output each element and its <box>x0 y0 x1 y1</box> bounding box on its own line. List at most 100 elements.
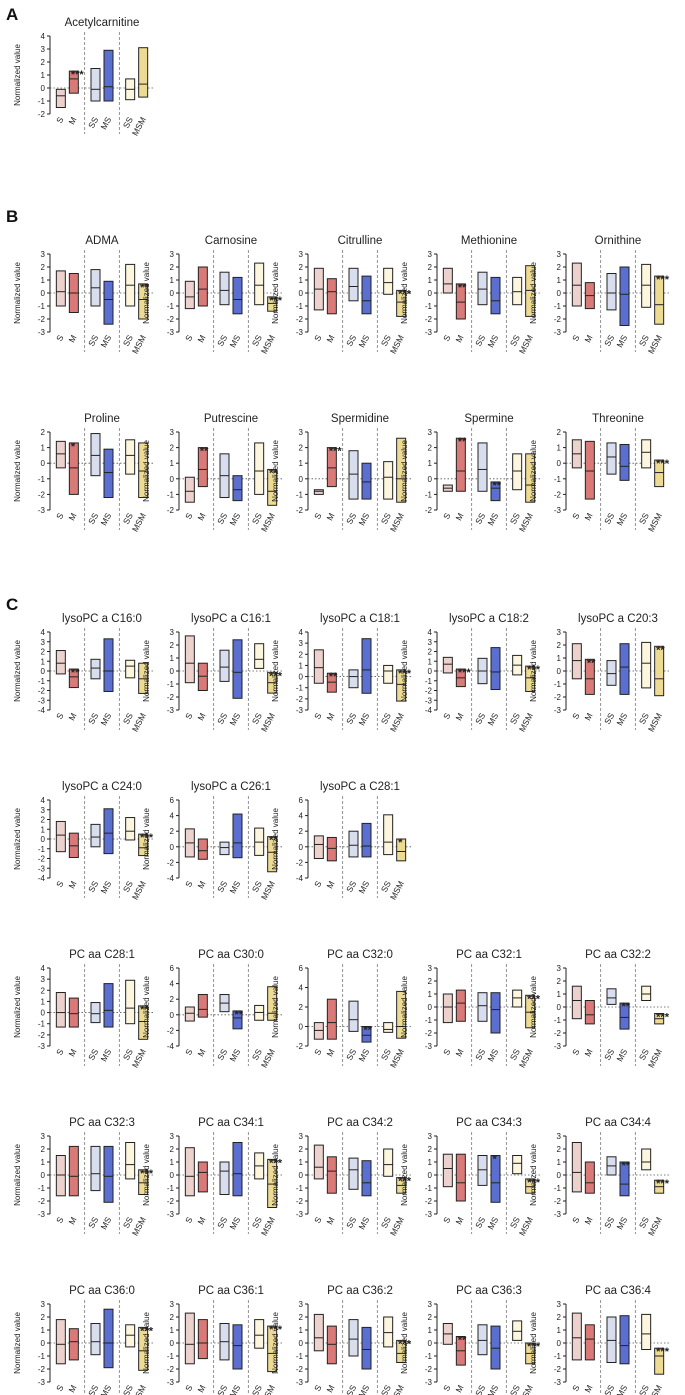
y-tick-label: -2 <box>167 315 175 324</box>
y-tick-label: -3 <box>554 1378 562 1387</box>
y-tick-label: -3 <box>38 328 46 337</box>
box-ms <box>232 639 243 699</box>
x-tick-label: M <box>66 115 78 126</box>
y-tick-label: 1 <box>170 276 175 285</box>
y-tick-label: -2 <box>38 490 46 499</box>
x-tick-label: SS <box>86 711 100 726</box>
y-axis-label: Normalized value <box>142 808 151 870</box>
y-axis-label: Normalized value <box>529 1144 538 1206</box>
box-ss <box>219 649 230 682</box>
y-tick-label: -2 <box>296 858 304 867</box>
chart-title: PC aa C34:4 <box>585 1117 651 1129</box>
x-tick-label: S <box>183 1383 195 1393</box>
y-tick-label: 3 <box>428 428 433 437</box>
y-tick-label: 4 <box>428 628 433 637</box>
y-tick-label: 4 <box>299 628 304 637</box>
x-tick-label: M <box>582 1215 594 1226</box>
box-ss <box>606 442 617 475</box>
box-m <box>68 1145 79 1197</box>
chart-title: PC aa C36:1 <box>198 1285 264 1297</box>
box-ms <box>361 1160 372 1197</box>
box-ss <box>512 453 523 491</box>
y-tick-label: 2 <box>299 444 304 453</box>
box-ss <box>641 641 652 689</box>
x-tick-label: SS <box>602 511 616 526</box>
x-tick-label: S <box>441 511 453 521</box>
y-tick-label: -2 <box>167 1026 175 1035</box>
box-ms <box>619 443 630 481</box>
y-axis-label: Normalized value <box>400 1144 409 1206</box>
y-axis-label: Normalized value <box>271 976 280 1038</box>
box-m <box>326 836 337 862</box>
box-ss <box>125 1324 136 1348</box>
y-tick-label: 2 <box>428 977 433 986</box>
box-m <box>326 998 337 1040</box>
y-tick-label: 4 <box>41 964 46 973</box>
y-tick-label: 0 <box>299 1171 304 1180</box>
y-tick-label: 4 <box>41 628 46 637</box>
box-ss <box>90 823 101 848</box>
y-tick-label: -1 <box>425 1352 433 1361</box>
y-tick-label: -2 <box>38 110 46 119</box>
box-msm <box>396 1339 407 1364</box>
box-m <box>197 1161 208 1193</box>
box-ss <box>254 643 265 669</box>
box-ss <box>125 659 136 679</box>
significance-marker: ** <box>140 1004 149 1016</box>
y-tick-label: 4 <box>41 796 46 805</box>
y-axis-label: Normalized value <box>529 440 538 502</box>
box-ms <box>232 1324 243 1370</box>
y-tick-label: -1 <box>167 302 175 311</box>
box-m <box>455 989 466 1022</box>
box-ms <box>490 276 501 315</box>
box-s <box>313 1144 324 1180</box>
box-ms <box>490 647 501 691</box>
box-s <box>55 1319 66 1365</box>
box-m <box>455 437 466 492</box>
y-tick-label: 0 <box>428 1171 433 1180</box>
y-tick-label: -1 <box>38 475 46 484</box>
y-tick-label: -3 <box>38 1210 46 1219</box>
y-tick-label: 2 <box>299 263 304 272</box>
y-axis-label: Normalized value <box>400 262 409 324</box>
chart-30: PC aa C36:1 Normalized value -3 -2 -1 0 1 2 3 S M S… <box>142 1285 283 1395</box>
x-tick-label: M <box>195 879 207 890</box>
significance-marker: ** <box>269 467 278 479</box>
y-tick-label: -3 <box>38 506 46 515</box>
box-s <box>184 1312 195 1365</box>
x-tick-label: SS <box>379 711 393 726</box>
box-ms <box>490 1155 501 1203</box>
box-ss <box>477 271 488 306</box>
x-tick-label: S <box>441 1383 453 1393</box>
box-ss <box>348 267 359 302</box>
y-tick-label: 2 <box>170 1145 175 1154</box>
y-axis-label: Normalized value <box>271 440 280 502</box>
chart-title: lysoPC a C18:1 <box>320 613 400 625</box>
box-ms <box>361 1326 372 1370</box>
y-tick-label: 4 <box>170 812 175 821</box>
box-s <box>571 643 582 680</box>
x-tick-label: S <box>570 1047 582 1057</box>
y-tick-label: -2 <box>296 1042 304 1051</box>
x-tick-label: MSM <box>388 1383 406 1395</box>
x-tick-label: SS <box>121 333 135 348</box>
box-ms <box>232 1010 243 1030</box>
box-msm <box>525 265 536 317</box>
box-msm <box>396 838 407 862</box>
box-s <box>55 992 66 1028</box>
x-tick-label: SS <box>602 711 616 726</box>
significance-marker: *** <box>140 832 154 844</box>
x-tick-label: SS <box>473 711 487 726</box>
y-tick-label: 0 <box>557 459 562 468</box>
x-tick-label: S <box>312 1215 324 1225</box>
y-tick-label: 3 <box>41 1132 46 1141</box>
y-axis-label: Normalized value <box>529 976 538 1038</box>
box-ss <box>641 985 652 1002</box>
box-ss <box>477 992 488 1022</box>
box-msm <box>525 994 536 1029</box>
y-tick-label: -2 <box>425 315 433 324</box>
box-s <box>55 650 66 675</box>
y-tick-label: 0 <box>41 1171 46 1180</box>
x-tick-label: SS <box>637 1215 651 1230</box>
